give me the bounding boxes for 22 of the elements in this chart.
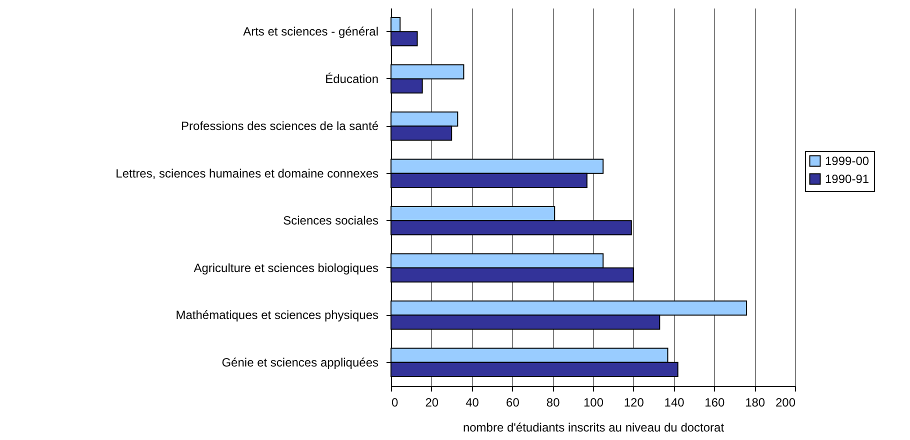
x-tick-label: 180 (745, 396, 766, 410)
y-tick-label: Mathématiques et sciences physiques (176, 308, 378, 322)
x-tick-label: 100 (583, 396, 604, 410)
legend-label: 1990-91 (825, 172, 870, 186)
x-tick-label: 40 (466, 396, 480, 410)
x-tick-label: 140 (664, 396, 685, 410)
x-tick-label: 160 (704, 396, 726, 410)
x-tick-label: 20 (425, 396, 439, 410)
y-tick-label: Lettres, sciences humaines et domaine connexes (116, 166, 378, 180)
legend-label: 1999-00 (825, 154, 870, 168)
y-tick-label: Génie et sciences appliquées (222, 355, 378, 370)
y-tick-label: Professions des sciences de la santé (181, 119, 379, 134)
x-tick-label: 120 (624, 396, 644, 410)
x-tick-label: 60 (506, 396, 520, 410)
x-tick-label: 80 (546, 396, 560, 410)
y-tick-label: Sciences sociales (283, 214, 378, 228)
y-tick-label: Éducation (325, 72, 378, 86)
y-tick-label: Arts et sciences - général (243, 24, 378, 39)
x-tick-label: 0 (392, 396, 398, 410)
x-axis-title: nombre d'étudiants inscrits au niveau du doctorat (462, 420, 725, 434)
x-tick-label: 200 (775, 396, 796, 410)
y-tick-label: Agriculture et sciences biologiques (194, 260, 378, 275)
